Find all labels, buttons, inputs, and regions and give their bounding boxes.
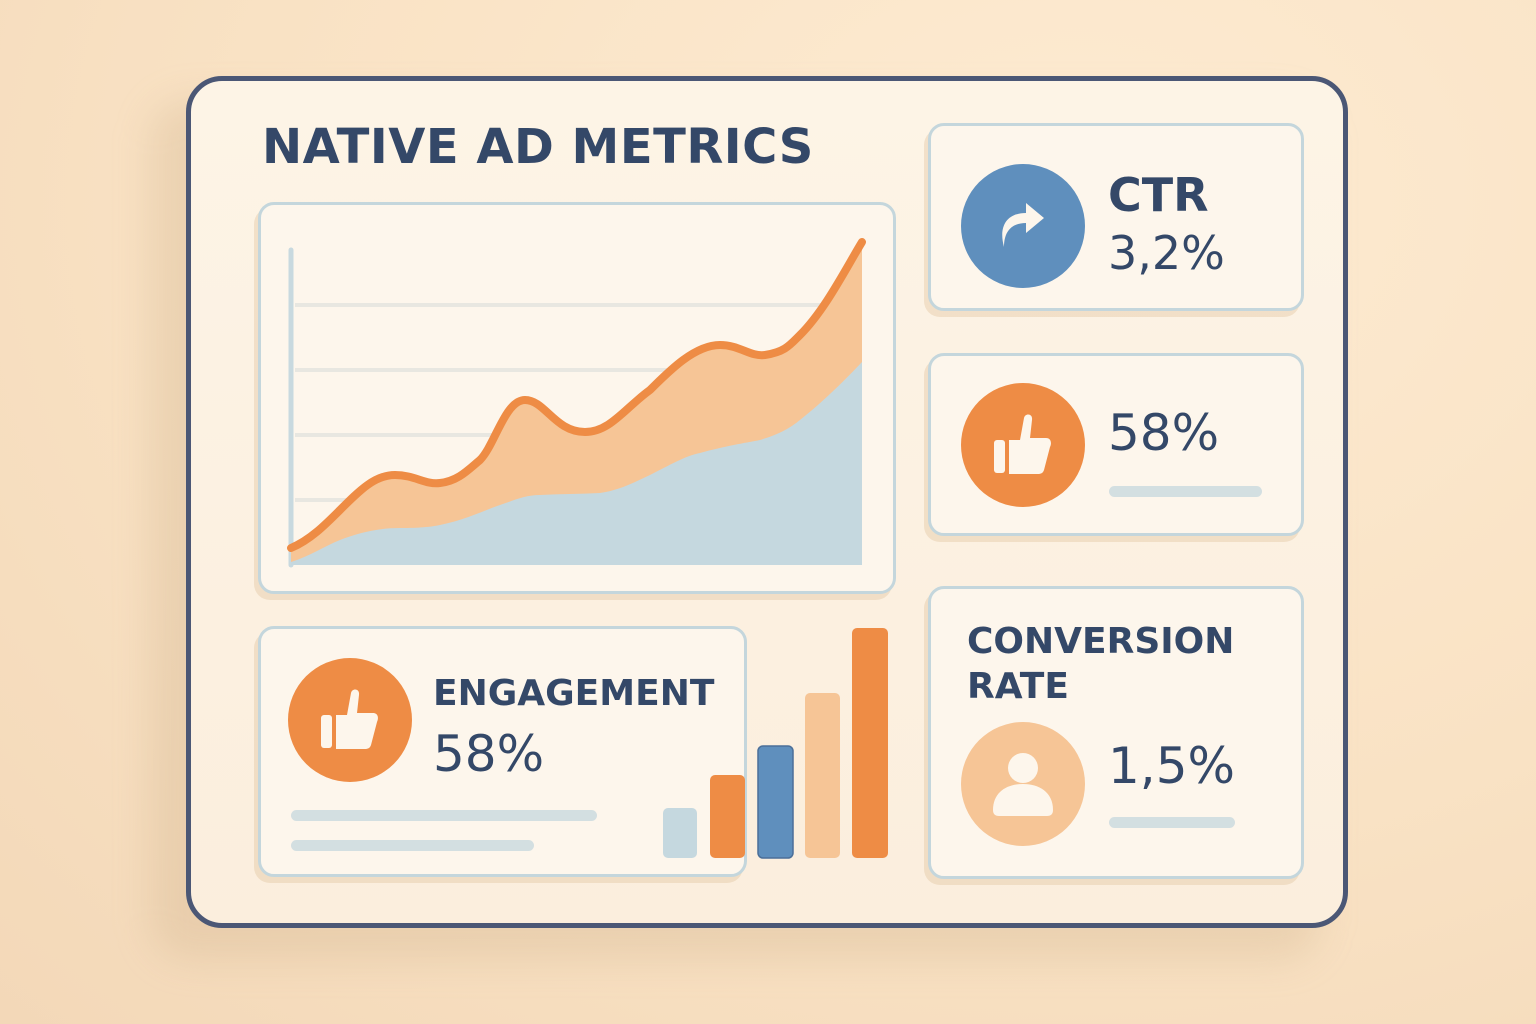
likes-card[interactable]: 58% [928, 353, 1304, 536]
engagement-card[interactable]: ENGAGEMENT 58% [258, 626, 747, 877]
ctr-value: 3,2% [1108, 226, 1225, 280]
user-icon [961, 722, 1085, 846]
page-title: NATIVE AD METRICS [262, 119, 814, 175]
conversion-value: 1,5% [1108, 737, 1236, 795]
conversion-label-line2: RATE [967, 666, 1069, 707]
ctr-label: CTR [1108, 168, 1209, 222]
thumbs-up-icon [288, 658, 412, 782]
thumbs-up-icon [961, 383, 1085, 507]
trend-chart-card [258, 202, 896, 594]
conversion-card[interactable]: CONVERSION RATE 1,5% [928, 586, 1304, 879]
engagement-value: 58% [433, 725, 545, 783]
conversion-progress-bar [1109, 817, 1235, 828]
likes-value: 58% [1108, 404, 1220, 462]
likes-progress-bar [1109, 486, 1262, 497]
engagement-label: ENGAGEMENT [433, 673, 715, 714]
share-arrow-icon [961, 164, 1085, 288]
ctr-card[interactable]: CTR 3,2% [928, 123, 1304, 311]
engagement-text-line-2 [291, 840, 534, 851]
engagement-text-line-1 [291, 810, 597, 821]
conversion-label-line1: CONVERSION [967, 621, 1235, 662]
